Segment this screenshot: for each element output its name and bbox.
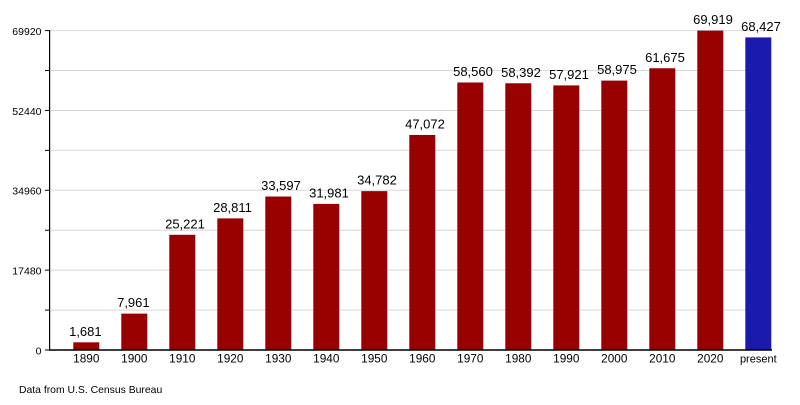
svg-text:69,919: 69,919 <box>693 12 733 27</box>
svg-text:69920: 69920 <box>12 26 41 38</box>
svg-text:1990: 1990 <box>553 352 580 366</box>
svg-text:58,560: 58,560 <box>453 64 493 79</box>
svg-text:2000: 2000 <box>601 352 628 366</box>
svg-text:1960: 1960 <box>409 352 436 366</box>
svg-text:61,675: 61,675 <box>645 50 685 65</box>
svg-text:present: present <box>740 354 777 366</box>
svg-text:2010: 2010 <box>649 352 676 366</box>
svg-text:1890: 1890 <box>73 352 100 366</box>
svg-text:28,811: 28,811 <box>213 200 252 215</box>
svg-text:58,975: 58,975 <box>597 62 637 77</box>
svg-text:1900: 1900 <box>121 352 148 366</box>
svg-text:58,392: 58,392 <box>501 65 541 80</box>
svg-text:1940: 1940 <box>313 352 340 366</box>
svg-text:1950: 1950 <box>361 352 388 366</box>
svg-text:0: 0 <box>36 345 42 357</box>
svg-text:1970: 1970 <box>457 352 484 366</box>
svg-text:34960: 34960 <box>12 186 41 198</box>
svg-text:34,782: 34,782 <box>357 173 397 188</box>
svg-text:1,681: 1,681 <box>69 324 102 339</box>
svg-text:31,981: 31,981 <box>309 186 349 201</box>
svg-text:1920: 1920 <box>217 352 244 366</box>
svg-text:68,427: 68,427 <box>741 19 781 34</box>
svg-text:1910: 1910 <box>169 352 196 366</box>
svg-text:25,221: 25,221 <box>165 216 205 231</box>
svg-text:47,072: 47,072 <box>405 117 445 132</box>
svg-text:57,921: 57,921 <box>549 67 589 82</box>
svg-text:1980: 1980 <box>505 352 532 366</box>
svg-text:Data from U.S. Census Bureau: Data from U.S. Census Bureau <box>19 385 162 396</box>
svg-text:1930: 1930 <box>265 352 292 366</box>
svg-text:52440: 52440 <box>12 106 41 118</box>
svg-text:7,961: 7,961 <box>117 295 150 310</box>
svg-text:33,597: 33,597 <box>261 178 301 193</box>
svg-text:17480: 17480 <box>12 266 41 278</box>
svg-text:2020: 2020 <box>697 352 724 366</box>
